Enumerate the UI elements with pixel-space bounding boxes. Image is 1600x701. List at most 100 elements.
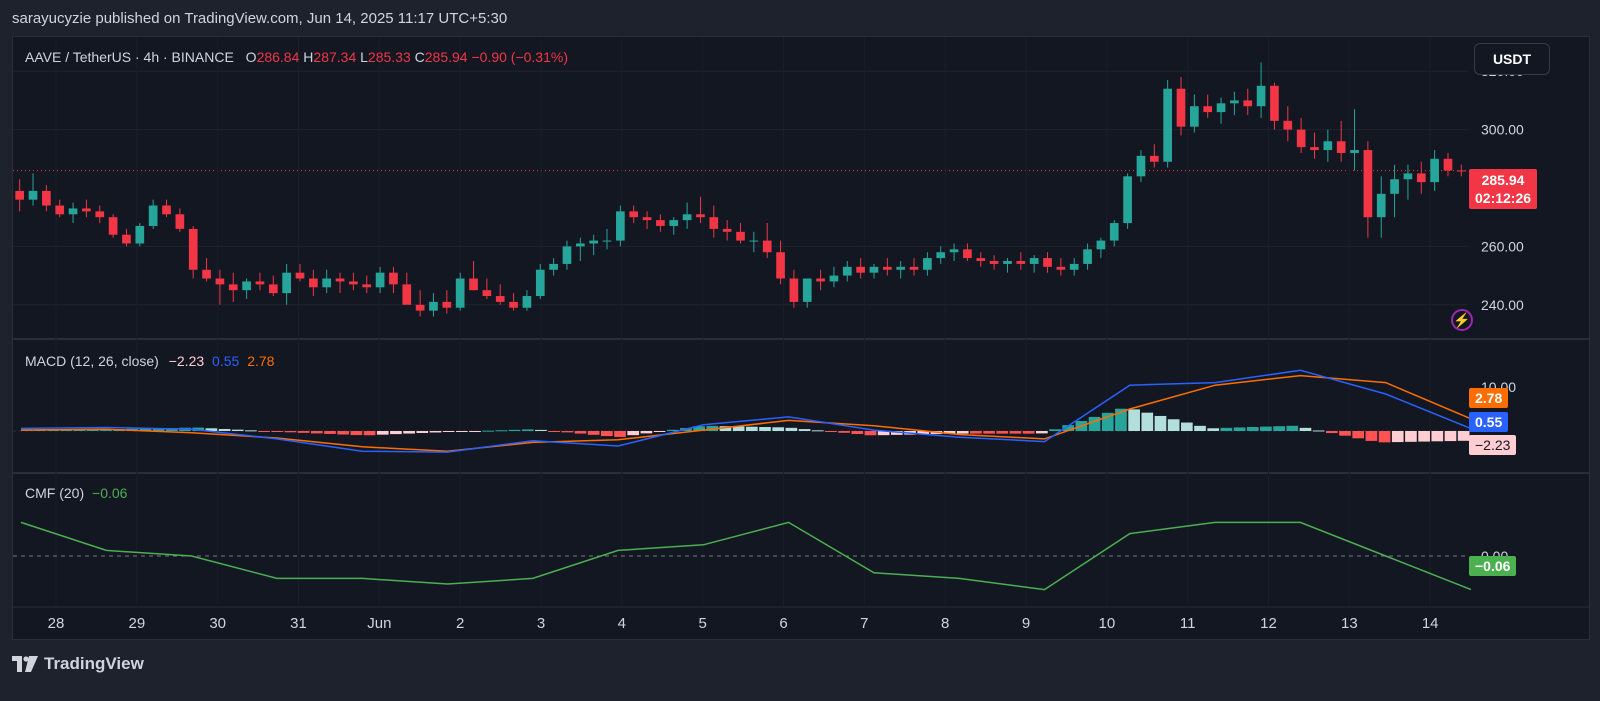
candle-body bbox=[1323, 141, 1333, 151]
candle-body bbox=[335, 278, 345, 282]
candle-body bbox=[736, 231, 745, 241]
cmf-line bbox=[20, 521, 1472, 591]
macd-histogram-bar bbox=[1457, 431, 1470, 441]
price-tick-label: 240.00 bbox=[1481, 297, 1524, 313]
candle bbox=[362, 275, 372, 294]
time-tick-label: 12 bbox=[1260, 615, 1277, 632]
macd-label[interactable]: MACD (12, 26, close) bbox=[25, 353, 159, 369]
candle bbox=[575, 237, 585, 261]
candle bbox=[95, 205, 105, 224]
candle-body bbox=[415, 304, 425, 311]
candle-body bbox=[923, 258, 932, 270]
candle bbox=[656, 214, 665, 232]
macd-histogram-bar bbox=[1365, 431, 1378, 441]
candle bbox=[442, 290, 452, 314]
candle-body bbox=[362, 284, 372, 288]
macd-line-value: 0.55 bbox=[212, 353, 240, 369]
macd-histogram-bar bbox=[1286, 425, 1299, 431]
candle-body bbox=[402, 284, 412, 305]
candle bbox=[589, 234, 599, 256]
candle-body bbox=[1270, 85, 1279, 121]
candle bbox=[1029, 255, 1039, 273]
macd-histogram-bar bbox=[482, 430, 495, 432]
macd-histogram-bar bbox=[1352, 431, 1365, 439]
candle bbox=[429, 293, 438, 317]
candle bbox=[829, 266, 839, 288]
candle-body bbox=[175, 214, 185, 229]
macd-histogram-bar bbox=[231, 429, 244, 431]
macd-histogram-bar bbox=[139, 428, 152, 431]
macd-histogram-bar bbox=[469, 431, 481, 432]
candle bbox=[335, 272, 345, 294]
candle-body bbox=[482, 290, 492, 297]
candle bbox=[228, 272, 238, 302]
time-tick-label: 4 bbox=[618, 615, 626, 632]
candle bbox=[535, 263, 545, 299]
price-tick-label: 260.00 bbox=[1481, 238, 1524, 254]
macd-histogram-bar bbox=[429, 431, 442, 433]
tradingview-logo-icon bbox=[12, 656, 38, 672]
time-tick-label: 7 bbox=[860, 615, 868, 632]
time-tick-label: 28 bbox=[48, 615, 65, 632]
macd-histogram-bar bbox=[653, 431, 666, 432]
bar-countdown: 02:12:26 bbox=[1475, 190, 1532, 206]
cmf-label[interactable]: CMF (20) bbox=[25, 485, 85, 501]
candle bbox=[402, 272, 412, 305]
candle bbox=[1149, 144, 1159, 168]
candle-body bbox=[802, 278, 812, 302]
macd-histogram-bar bbox=[1260, 426, 1272, 431]
candle bbox=[896, 261, 906, 279]
macd-hist-tag: −2.23 bbox=[1469, 435, 1517, 455]
symbol-info[interactable]: AAVE / TetherUS · 4h · BINANCE bbox=[25, 49, 234, 65]
candle bbox=[242, 278, 251, 299]
candle-body bbox=[856, 266, 865, 273]
candle bbox=[762, 223, 772, 259]
candle-body bbox=[1003, 261, 1012, 264]
low-label: L bbox=[360, 49, 368, 65]
chart-canvas[interactable]: 320.00300.00260.00240.0028293031Jun23456… bbox=[13, 37, 1589, 639]
chart-area[interactable]: 320.00300.00260.00240.0028293031Jun23456… bbox=[12, 36, 1590, 640]
macd-histogram-bar bbox=[1022, 431, 1035, 434]
macd-histogram-bar bbox=[825, 431, 837, 432]
macd-histogram-bar bbox=[1088, 416, 1101, 431]
candle-body bbox=[869, 266, 879, 273]
lightning-icon[interactable]: ⚡ bbox=[1451, 309, 1473, 331]
candle bbox=[842, 261, 852, 282]
candle bbox=[1136, 150, 1146, 183]
time-tick-label: 30 bbox=[209, 615, 226, 632]
macd-histogram-bar bbox=[363, 431, 376, 436]
macd-histogram-bar bbox=[640, 431, 653, 434]
candle-body bbox=[15, 190, 25, 200]
candle bbox=[282, 263, 291, 305]
candle-body bbox=[1056, 266, 1066, 270]
macd-histogram-bar bbox=[627, 431, 640, 436]
candle-body bbox=[1230, 100, 1239, 104]
macd-histogram-bar bbox=[1246, 427, 1259, 431]
time-tick-label: 5 bbox=[698, 615, 706, 632]
macd-legend: MACD (12, 26, close) −2.23 0.55 2.78 bbox=[25, 353, 274, 369]
candle bbox=[949, 243, 959, 261]
candle bbox=[1096, 237, 1106, 259]
brand-name: TradingView bbox=[44, 654, 144, 673]
tradingview-brand[interactable]: TradingView bbox=[12, 654, 144, 674]
macd-histogram-bar bbox=[311, 431, 323, 434]
candle bbox=[1230, 91, 1239, 115]
macd-histogram-bar bbox=[1181, 422, 1193, 431]
candle bbox=[669, 217, 679, 235]
candle bbox=[722, 220, 732, 241]
candle bbox=[736, 223, 745, 244]
candle bbox=[616, 205, 625, 247]
macd-histogram-bar bbox=[587, 431, 600, 435]
candle bbox=[869, 263, 879, 279]
candle-body bbox=[108, 217, 118, 235]
macd-histogram-bar bbox=[561, 431, 574, 433]
currency-button[interactable]: USDT bbox=[1474, 43, 1550, 75]
macd-histogram-bar bbox=[943, 431, 956, 434]
candle bbox=[1069, 258, 1079, 276]
candle-body bbox=[949, 249, 959, 253]
macd-histogram-bar bbox=[416, 431, 429, 434]
candle bbox=[1256, 62, 1266, 118]
macd-hist-value: −2.23 bbox=[168, 353, 205, 369]
candle-body bbox=[28, 190, 38, 200]
candle-body bbox=[309, 278, 318, 288]
